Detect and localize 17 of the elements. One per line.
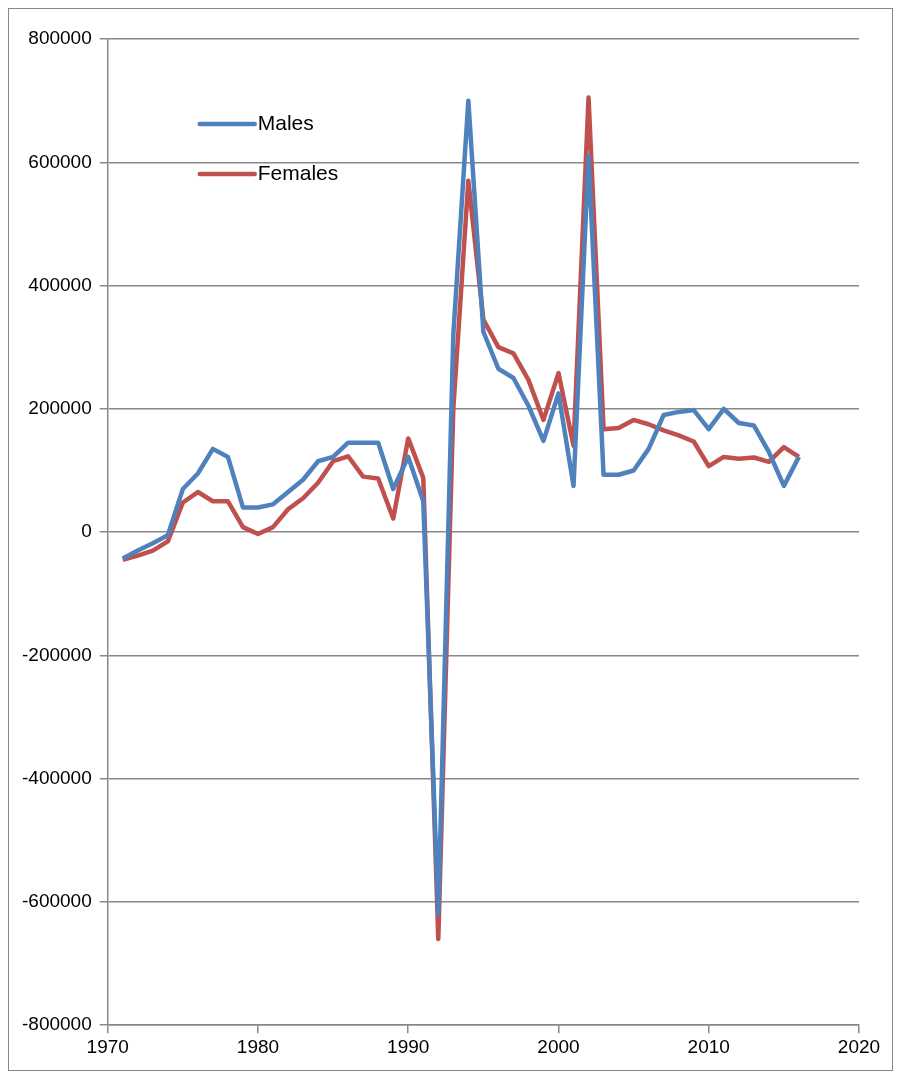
x-tick-label: 1970 (86, 1035, 129, 1057)
y-tick-label: 0 (81, 520, 92, 542)
legend-label: Females (257, 160, 339, 184)
y-tick-label: 800000 (28, 27, 92, 49)
y-tick-label: -600000 (21, 890, 92, 912)
x-tick-label: 2000 (537, 1035, 580, 1057)
y-tick-label: -200000 (21, 643, 92, 665)
y-tick-label: 600000 (28, 150, 92, 172)
legend-label: Males (257, 110, 314, 134)
y-tick-label: 400000 (28, 273, 92, 295)
y-tick-label: 200000 (28, 397, 92, 419)
x-tick-label: 1990 (387, 1035, 430, 1057)
x-tick-label: 2020 (837, 1035, 881, 1057)
x-tick-label: 1980 (236, 1035, 280, 1057)
y-tick-label: -800000 (21, 1013, 92, 1035)
x-tick-label: 2010 (687, 1035, 730, 1057)
y-tick-label: -400000 (21, 766, 92, 788)
